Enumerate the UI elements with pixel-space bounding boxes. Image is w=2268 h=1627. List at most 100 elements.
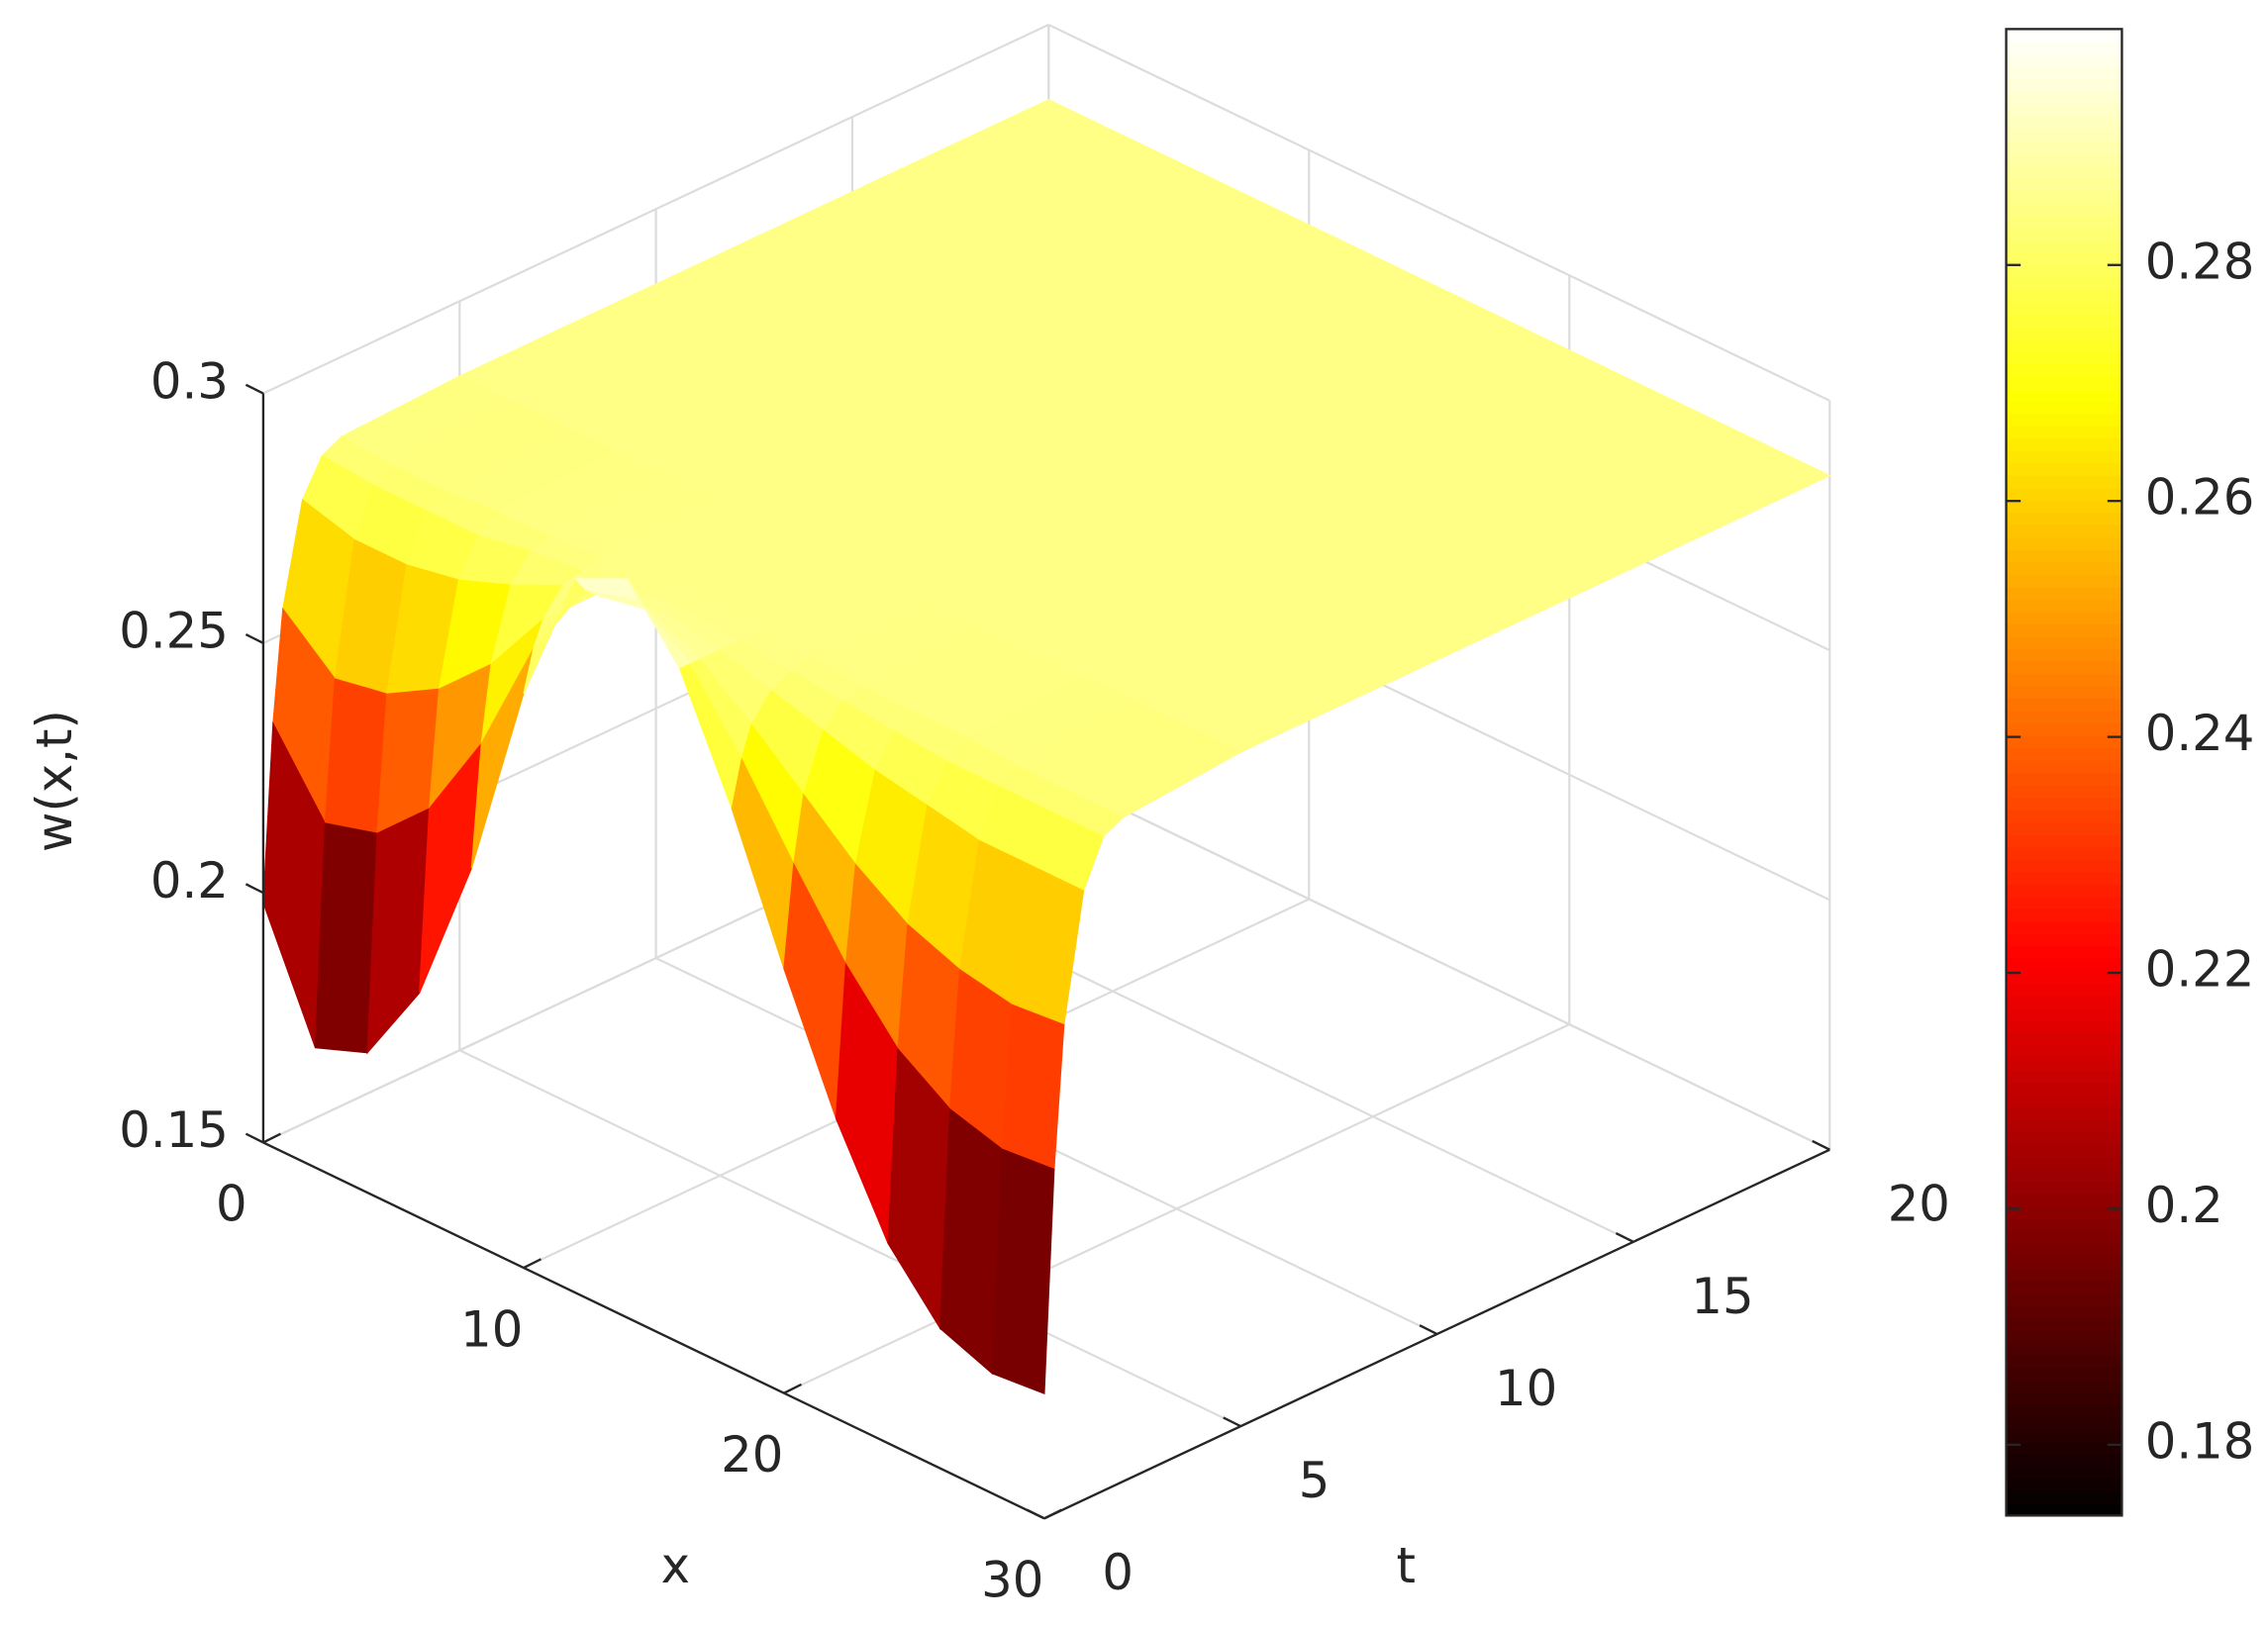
colorbar-strip bbox=[2006, 611, 2122, 625]
y-tick-label: 20 bbox=[1888, 1176, 1950, 1233]
surface-patch bbox=[939, 1107, 1003, 1376]
surface-patch bbox=[314, 822, 378, 1054]
colorbar-strip bbox=[2006, 1193, 2122, 1207]
colorbar-strip bbox=[2006, 425, 2122, 439]
colorbar-strip bbox=[2006, 1205, 2122, 1219]
colorbar-strip bbox=[2006, 1007, 2122, 1021]
y-tick bbox=[1026, 1508, 1045, 1520]
colorbar-strip bbox=[2006, 1490, 2122, 1504]
x-axis bbox=[262, 1141, 1045, 1520]
x-axis-label: x bbox=[661, 1537, 690, 1594]
colorbar-strip bbox=[2006, 115, 2122, 130]
colorbar-strip bbox=[2006, 1329, 2122, 1344]
colorbar-strip bbox=[2006, 549, 2122, 563]
colorbar-strip bbox=[2006, 846, 2122, 860]
colorbar-strip bbox=[2006, 871, 2122, 885]
t-axis-label: t bbox=[1396, 1537, 1415, 1594]
colorbar-tick-label: 0.22 bbox=[2145, 941, 2255, 999]
grid-line bbox=[1047, 23, 1830, 402]
colorbar-strip bbox=[2006, 909, 2122, 922]
axes: 0 10 20 30 0 5 10 15 20 0.15 0.2 0.25 0.3 bbox=[119, 352, 1950, 1608]
colorbar-strip bbox=[2006, 759, 2122, 774]
colorbar-strip bbox=[2006, 1069, 2122, 1084]
colorbar-strip bbox=[2006, 1403, 2122, 1418]
colorbar-strip bbox=[2006, 202, 2122, 216]
colorbar-strip bbox=[2006, 375, 2122, 390]
colorbar-strip bbox=[2006, 1502, 2122, 1517]
colorbar-strip bbox=[2006, 1304, 2122, 1318]
y-tick-label: 5 bbox=[1299, 1452, 1331, 1509]
colorbar-strip bbox=[2006, 239, 2122, 253]
colorbar-strip bbox=[2006, 1416, 2122, 1430]
colorbar-strip bbox=[2006, 413, 2122, 427]
colorbar-strip bbox=[2006, 1428, 2122, 1443]
colorbar-strip bbox=[2006, 833, 2122, 848]
colorbar-strip bbox=[2006, 1242, 2122, 1257]
colorbar-strip bbox=[2006, 487, 2122, 501]
colorbar-strip bbox=[2006, 1255, 2122, 1269]
surface-patch bbox=[324, 678, 388, 834]
colorbar-strip bbox=[2006, 970, 2122, 985]
z-axis-label: w(x,t) bbox=[26, 710, 83, 852]
colorbar-strip bbox=[2006, 1379, 2122, 1393]
colorbar-strip bbox=[2006, 586, 2122, 601]
grid-line bbox=[262, 23, 1049, 395]
colorbar-strip bbox=[2006, 1032, 2122, 1046]
colorbar-strip bbox=[2006, 190, 2122, 204]
colorbar-strip bbox=[2006, 1453, 2122, 1468]
colorbar-strip bbox=[2006, 1217, 2122, 1232]
colorbar-strip bbox=[2006, 41, 2122, 55]
colorbar-strip bbox=[2006, 1156, 2122, 1170]
colorbar-strip bbox=[2006, 215, 2122, 229]
colorbar-strip bbox=[2006, 1367, 2122, 1381]
colorbar-strip bbox=[2006, 561, 2122, 575]
colorbar-strip bbox=[2006, 635, 2122, 650]
colorbar-strip bbox=[2006, 474, 2122, 489]
colorbar-strip bbox=[2006, 363, 2122, 377]
surface-patch bbox=[1001, 1004, 1065, 1171]
colorbar-strip bbox=[2006, 1168, 2122, 1183]
colorbar-strip bbox=[2006, 1391, 2122, 1405]
colorbar-strip bbox=[2006, 920, 2122, 934]
z-tick bbox=[245, 633, 264, 644]
colorbar-strip bbox=[2006, 734, 2122, 749]
colorbar-strip bbox=[2006, 326, 2122, 340]
colorbar-strip bbox=[2006, 462, 2122, 476]
x-tick bbox=[262, 1132, 281, 1144]
colorbar-strip bbox=[2006, 1082, 2122, 1096]
colorbar-strip bbox=[2006, 1143, 2122, 1158]
y-axis bbox=[1043, 1148, 1830, 1520]
colorbar-strip bbox=[2006, 809, 2122, 823]
colorbar-strip bbox=[2006, 338, 2122, 352]
colorbar-strip bbox=[2006, 747, 2122, 761]
colorbar-strip bbox=[2006, 1292, 2122, 1306]
colorbar-strip bbox=[2006, 1466, 2122, 1480]
colorbar-strip bbox=[2006, 1354, 2122, 1369]
y-tick-label: 10 bbox=[1495, 1360, 1557, 1417]
z-tick-label: 0.3 bbox=[150, 352, 229, 410]
surface-patch bbox=[366, 808, 431, 1055]
colorbar-strip bbox=[2006, 933, 2122, 947]
colorbar-tick-label: 0.18 bbox=[2145, 1412, 2255, 1470]
y-tick bbox=[1419, 1324, 1438, 1336]
colorbar-strip bbox=[2006, 165, 2122, 179]
colorbar-tick-label: 0.26 bbox=[2145, 469, 2255, 526]
grid-line bbox=[458, 1049, 1241, 1428]
colorbar-strip bbox=[2006, 858, 2122, 873]
colorbar-strip bbox=[2006, 301, 2122, 316]
colorbar-strip bbox=[2006, 1342, 2122, 1356]
z-tick bbox=[245, 1132, 264, 1144]
surface bbox=[262, 99, 1831, 1394]
colorbar: 0.18 0.2 0.22 0.24 0.26 0.28 bbox=[2005, 28, 2255, 1517]
colorbar-strip bbox=[2006, 29, 2122, 43]
z-tick-label: 0.15 bbox=[119, 1101, 229, 1159]
colorbar-strip bbox=[2006, 945, 2122, 959]
colorbar-strip bbox=[2006, 958, 2122, 972]
colorbar-strip bbox=[2006, 623, 2122, 637]
colorbar-strip bbox=[2006, 103, 2122, 117]
x-tick bbox=[783, 1383, 802, 1394]
colorbar-strip bbox=[2006, 1044, 2122, 1059]
colorbar-strip bbox=[2006, 995, 2122, 1009]
y-tick bbox=[1615, 1232, 1634, 1243]
